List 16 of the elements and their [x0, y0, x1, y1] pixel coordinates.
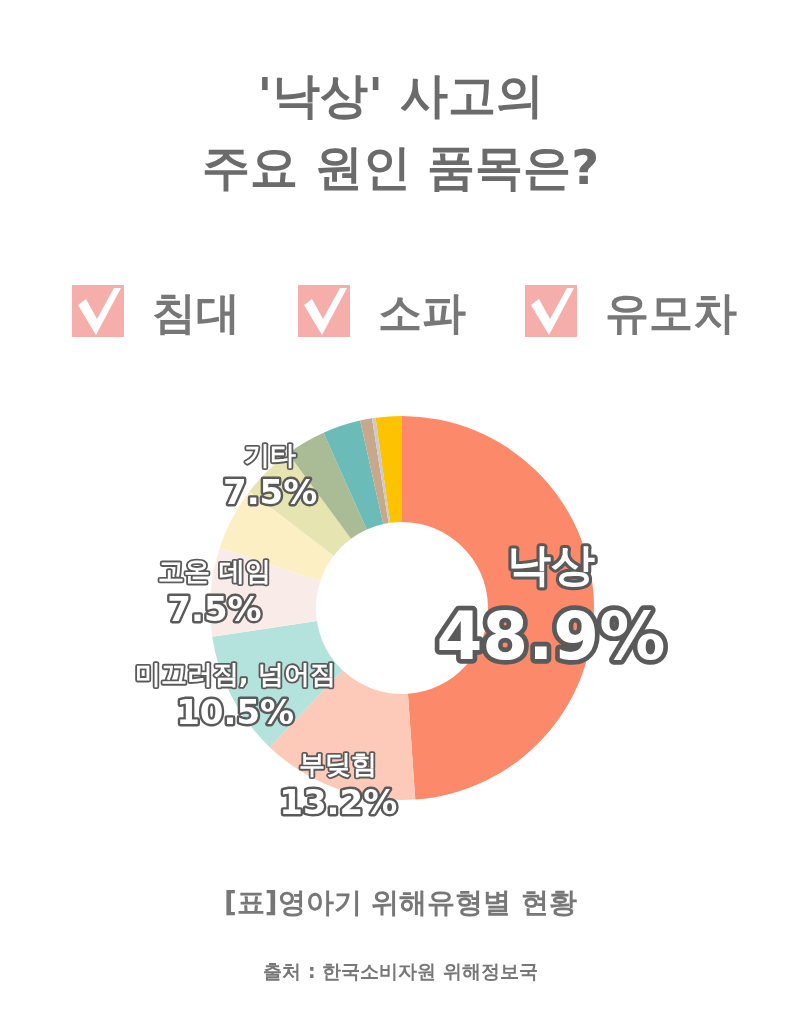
donut-slice — [360, 418, 389, 525]
text: 소파 — [378, 287, 466, 338]
data-label: 10.5% — [176, 691, 295, 732]
data-label: 13.2% — [279, 781, 398, 822]
donut-slice — [375, 416, 402, 523]
donut-slice — [371, 417, 391, 524]
donut-slice — [323, 420, 384, 530]
text: [표]영아기 위해유형별 현황 — [223, 886, 578, 919]
slice-label: 부딪힘 — [299, 749, 378, 780]
slice-label: 고온 데임 — [157, 556, 272, 587]
chart-title: '낙상' 사고의 주요 원인 품목은? — [201, 67, 600, 195]
source-note: 출처 : 한국소비자원 위해정보국 — [263, 960, 538, 982]
text: 유모차 — [605, 287, 737, 338]
text: 침대 — [152, 287, 240, 338]
data-label: 7.5% — [167, 588, 262, 629]
slice-label: 미끄러짐, 넘어짐 — [134, 659, 336, 690]
